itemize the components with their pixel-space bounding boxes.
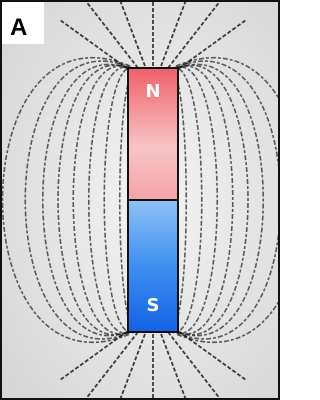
magnet: N S [128, 68, 178, 332]
south-label: S [147, 295, 160, 316]
photo: N S A [0, 0, 280, 400]
page: {"panel_label": "A", "magnet": {"north_l… [0, 0, 280, 400]
body: N S A (() => { const data = JSON.parse(d… [0, 0, 280, 400]
north-label: N [145, 81, 160, 102]
panel-label: A [10, 14, 27, 41]
